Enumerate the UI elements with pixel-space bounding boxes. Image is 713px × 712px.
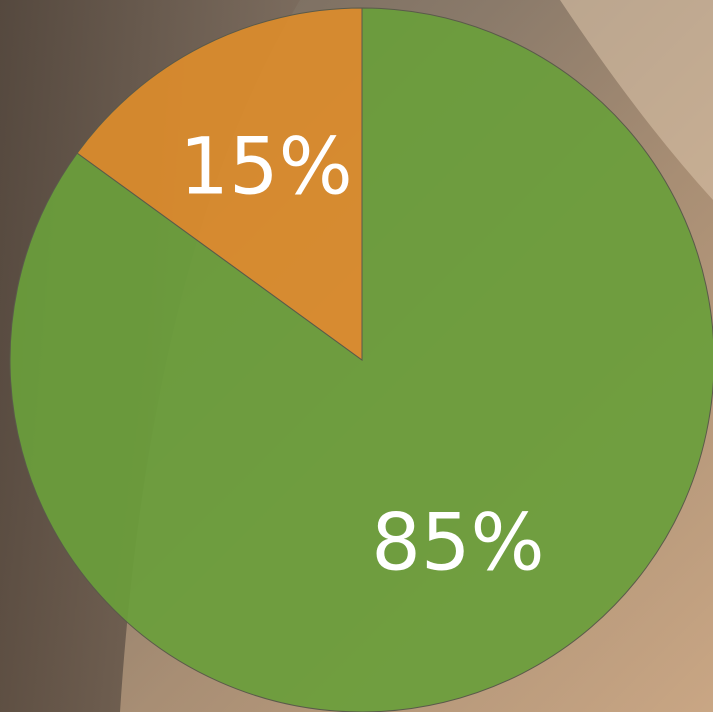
slice-label: 15% (179, 122, 352, 212)
pie: 85% 15% (9, 7, 713, 712)
pie-slice (76, 7, 363, 361)
slice-label: 85% (371, 499, 544, 589)
background-fur (560, 0, 713, 200)
